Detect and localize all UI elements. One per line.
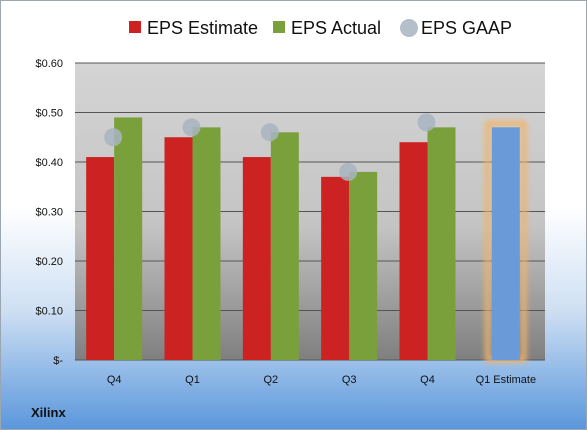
- y-tick-label: $0.10: [35, 306, 63, 318]
- y-tick-label: $0.20: [35, 256, 63, 268]
- marker-eps-gaap: [417, 113, 436, 132]
- bar-eps-estimate: [321, 176, 350, 360]
- y-tick-label: $-: [53, 355, 63, 367]
- x-tick-label: Q1: [185, 374, 200, 386]
- gridlines: [75, 62, 545, 361]
- legend-label: EPS GAAP: [421, 18, 512, 38]
- bar-eps-actual: [349, 171, 378, 360]
- marker-eps-gaap: [339, 162, 358, 181]
- x-tick-label: Q2: [263, 374, 278, 386]
- marker-eps-gaap: [104, 128, 123, 147]
- y-tick-label: $0.60: [35, 58, 63, 70]
- legend-swatch: [400, 19, 418, 37]
- bar-eps-estimate-next: [491, 127, 520, 360]
- marker-eps-gaap: [260, 123, 279, 142]
- x-axis: Q4 Q1 Q2 Q3 Q4 Q1 Estimate: [107, 374, 536, 386]
- legend-swatch: [273, 21, 285, 33]
- company-name: Xilinx: [31, 405, 66, 420]
- bar-eps-actual: [427, 127, 456, 360]
- bar-eps-actual: [192, 127, 221, 360]
- y-tick-label: $0.50: [35, 108, 63, 120]
- bar-eps-actual: [114, 117, 143, 360]
- legend: EPS Estimate EPS Actual EPS GAAP: [129, 18, 512, 38]
- bar-eps-estimate: [164, 137, 193, 360]
- bars: [86, 117, 527, 363]
- x-tick-label: Q4: [420, 374, 435, 386]
- x-tick-label: Q4: [107, 374, 122, 386]
- legend-label: EPS Actual: [291, 18, 381, 38]
- legend-label: EPS Estimate: [147, 18, 258, 38]
- y-tick-label: $0.40: [35, 157, 63, 169]
- bar-eps-estimate: [242, 157, 271, 360]
- bar-eps-estimate: [86, 157, 115, 360]
- y-tick-label: $0.30: [35, 207, 63, 219]
- marker-eps-gaap: [182, 118, 201, 137]
- bar-eps-actual: [270, 132, 299, 360]
- y-axis: $- $0.10 $0.20 $0.30 $0.40 $0.50 $0.60: [35, 58, 63, 367]
- legend-swatch: [129, 21, 141, 33]
- x-tick-label: Q1 Estimate: [476, 374, 537, 386]
- x-tick-label: Q3: [342, 374, 357, 386]
- bar-eps-estimate: [399, 142, 428, 360]
- gaap-markers: [104, 113, 436, 181]
